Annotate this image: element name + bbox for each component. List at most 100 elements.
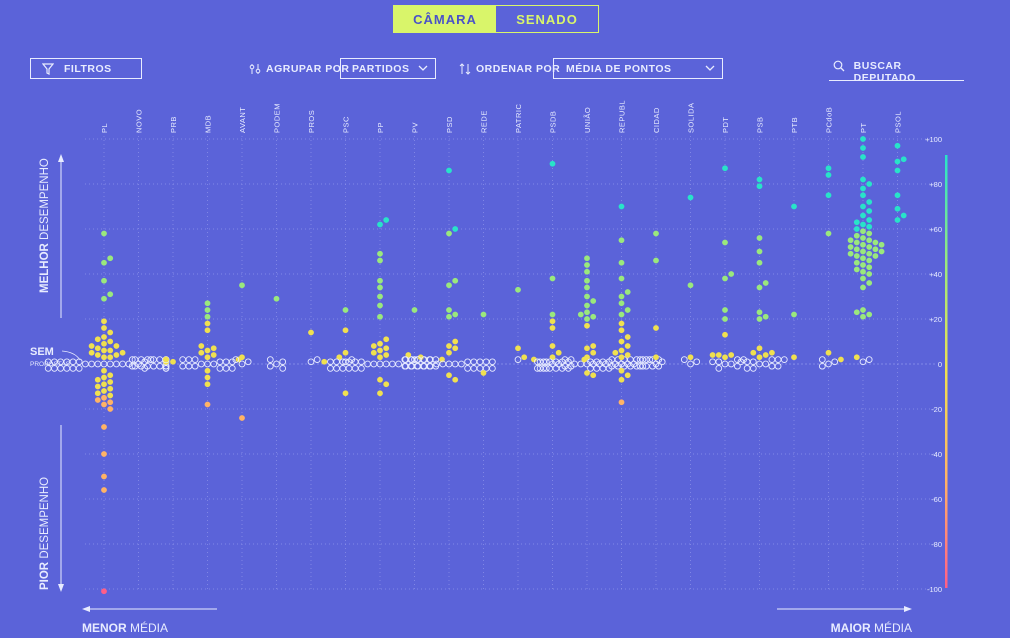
no-proposal-dot[interactable] [156, 356, 164, 363]
no-proposal-dot[interactable] [141, 358, 149, 366]
no-proposal-dot[interactable] [768, 362, 776, 370]
deputy-dot[interactable] [894, 217, 901, 223]
no-proposal-dot[interactable] [216, 365, 224, 372]
deputy-dot[interactable] [204, 381, 211, 388]
no-proposal-dot[interactable] [427, 362, 434, 370]
deputy-dot[interactable] [107, 406, 114, 412]
deputy-dot[interactable] [756, 259, 763, 266]
deputy-dot[interactable] [722, 316, 728, 322]
no-proposal-dot[interactable] [818, 362, 826, 370]
no-proposal-dot[interactable] [327, 358, 334, 366]
no-proposal-dot[interactable] [131, 356, 139, 363]
deputy-dot[interactable] [618, 354, 625, 361]
deputy-dot[interactable] [653, 230, 659, 237]
no-proposal-dot[interactable] [740, 356, 747, 363]
no-proposal-dot[interactable] [414, 362, 422, 370]
deputy-dot[interactable] [853, 253, 860, 259]
deputy-dot[interactable] [853, 266, 860, 273]
no-proposal-dot[interactable] [162, 356, 170, 363]
deputy-dot[interactable] [756, 176, 763, 183]
deputy-dot[interactable] [88, 349, 95, 356]
no-proposal-dot[interactable] [162, 365, 170, 372]
no-proposal-dot[interactable] [627, 356, 634, 363]
group-by-select[interactable]: PARTIDOS [340, 58, 436, 79]
deputy-dot[interactable] [113, 343, 120, 349]
deputy-dot[interactable] [163, 356, 169, 363]
no-proposal-dot[interactable] [756, 360, 763, 368]
deputy-dot[interactable] [866, 280, 873, 286]
deputy-dot[interactable] [101, 424, 107, 430]
deputy-dot[interactable] [722, 165, 728, 172]
no-proposal-dot[interactable] [413, 362, 421, 370]
deputy-dot[interactable] [549, 325, 556, 331]
deputy-dot[interactable] [756, 345, 763, 352]
no-proposal-dot[interactable] [774, 362, 782, 370]
deputy-dot[interactable] [872, 246, 879, 253]
no-proposal-dot[interactable] [395, 360, 402, 368]
deputy-dot[interactable] [860, 313, 866, 320]
deputy-dot[interactable] [107, 354, 114, 361]
deputy-dot[interactable] [853, 219, 860, 226]
deputy-dot[interactable] [405, 352, 412, 358]
no-proposal-dot[interactable] [546, 358, 554, 366]
no-proposal-dot[interactable] [185, 362, 193, 370]
no-proposal-dot[interactable] [633, 356, 640, 363]
no-proposal-dot[interactable] [624, 360, 632, 368]
deputy-dot[interactable] [321, 358, 328, 365]
no-proposal-dot[interactable] [191, 362, 199, 370]
deputy-dot[interactable] [119, 349, 126, 356]
no-proposal-dot[interactable] [222, 365, 230, 372]
deputy-dot[interactable] [549, 354, 556, 361]
deputy-dot[interactable] [94, 336, 101, 343]
no-proposal-dot[interactable] [279, 358, 287, 366]
deputy-dot[interactable] [860, 228, 866, 235]
no-proposal-dot[interactable] [655, 362, 663, 370]
no-proposal-dot[interactable] [162, 356, 170, 363]
deputy-dot[interactable] [825, 165, 832, 172]
no-proposal-dot[interactable] [82, 360, 89, 368]
no-proposal-dot[interactable] [345, 358, 353, 366]
no-proposal-dot[interactable] [620, 356, 628, 363]
deputy-dot[interactable] [750, 349, 757, 356]
deputy-dot[interactable] [94, 345, 101, 352]
no-proposal-dot[interactable] [351, 365, 359, 372]
deputy-dot[interactable] [107, 329, 114, 336]
deputy-dot[interactable] [342, 349, 349, 356]
no-proposal-dot[interactable] [432, 362, 440, 370]
no-proposal-dot[interactable] [411, 356, 418, 363]
deputy-dot[interactable] [860, 176, 866, 183]
no-proposal-dot[interactable] [605, 358, 613, 366]
no-proposal-dot[interactable] [749, 365, 757, 372]
no-proposal-dot[interactable] [687, 360, 694, 368]
no-proposal-dot[interactable] [567, 356, 575, 363]
deputy-dot[interactable] [101, 354, 107, 361]
no-proposal-dot[interactable] [715, 358, 723, 366]
deputy-dot[interactable] [756, 248, 763, 255]
deputy-dot[interactable] [411, 307, 418, 313]
deputy-dot[interactable] [584, 284, 590, 291]
deputy-dot[interactable] [210, 352, 217, 358]
no-proposal-dot[interactable] [162, 358, 170, 366]
no-proposal-dot[interactable] [639, 356, 647, 363]
deputy-dot[interactable] [549, 275, 556, 282]
deputy-dot[interactable] [756, 354, 763, 361]
deputy-dot[interactable] [581, 356, 588, 363]
no-proposal-dot[interactable] [552, 365, 560, 372]
deputy-dot[interactable] [239, 282, 245, 289]
no-proposal-dot[interactable] [727, 360, 735, 368]
no-proposal-dot[interactable] [162, 358, 170, 366]
no-proposal-dot[interactable] [69, 358, 77, 366]
deputy-dot[interactable] [101, 388, 107, 394]
no-proposal-dot[interactable] [137, 362, 145, 370]
no-proposal-dot[interactable] [514, 356, 522, 363]
deputy-dot[interactable] [860, 145, 866, 151]
deputy-dot[interactable] [584, 345, 590, 352]
deputy-dot[interactable] [101, 259, 107, 266]
no-proposal-dot[interactable] [414, 356, 422, 363]
no-proposal-dot[interactable] [614, 362, 622, 370]
no-proposal-dot[interactable] [831, 358, 839, 366]
no-proposal-dot[interactable] [333, 365, 340, 372]
no-proposal-dot[interactable] [734, 356, 741, 363]
no-proposal-dot[interactable] [596, 360, 603, 368]
deputy-dot[interactable] [107, 399, 114, 406]
